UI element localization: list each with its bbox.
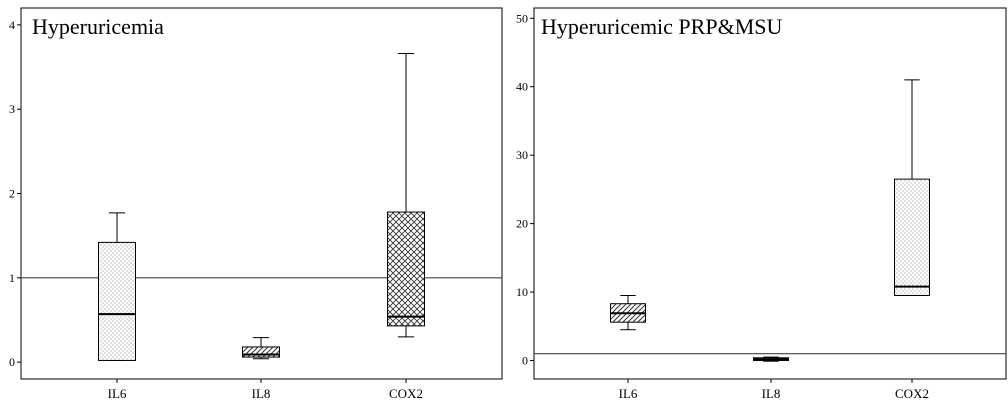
y-tick-label: 2 — [9, 187, 15, 201]
y-tick-label: 3 — [9, 102, 15, 116]
x-category-label: COX2 — [389, 386, 423, 401]
x-category-label: COX2 — [895, 386, 929, 401]
plot-frame — [20, 7, 503, 380]
y-tick-label: 40 — [516, 80, 528, 94]
y-tick-label: 0 — [9, 355, 15, 369]
y-tick-label: 20 — [516, 217, 528, 231]
x-category-label: IL8 — [252, 386, 271, 401]
y-tick-label: 10 — [516, 285, 528, 299]
box-il8 — [753, 356, 789, 362]
box-il8 — [242, 337, 280, 360]
panel-title: Hyperuricemia — [32, 14, 164, 39]
panel-hyperuricemic-prp-msu: Hyperuricemic PRP&MSU 0 10 20 30 40 50 IL6 IL8… — [516, 7, 1007, 401]
y-tick-label: 50 — [516, 11, 528, 25]
box-cox2 — [894, 79, 930, 296]
plot-frame — [533, 7, 1007, 380]
x-category-label: IL6 — [108, 386, 127, 401]
y-tick-label: 30 — [516, 148, 528, 162]
box-il6 — [610, 294, 646, 331]
box-il6 — [98, 212, 136, 361]
x-category-label: IL6 — [619, 386, 638, 401]
panel-title: Hyperuricemic PRP&MSU — [541, 14, 782, 39]
x-category-label: IL8 — [762, 386, 781, 401]
box-body — [894, 178, 930, 296]
box-body — [98, 241, 136, 361]
y-tick-label: 1 — [9, 271, 15, 285]
y-tick-label: 4 — [9, 18, 15, 32]
panel-hyperuricemia: Hyperuricemia 0 1 2 3 4 IL6 IL8 COX2 — [9, 7, 503, 401]
box-body — [387, 211, 425, 327]
box-body — [242, 346, 280, 358]
box-cox2 — [387, 53, 425, 338]
y-tick-label: 0 — [522, 354, 528, 368]
